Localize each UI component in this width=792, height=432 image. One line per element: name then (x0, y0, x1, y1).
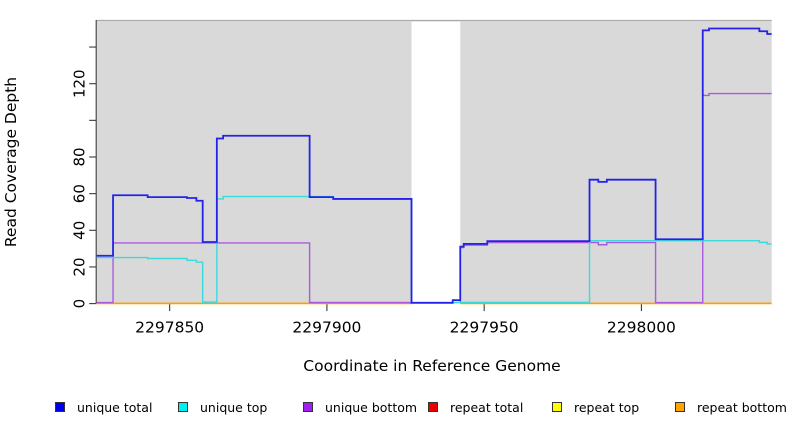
legend-item-unique-top: unique top (178, 398, 267, 416)
unique-total-line (96, 27, 772, 304)
unique-top-line (96, 195, 772, 304)
x-tick-label: 2297900 (292, 319, 361, 337)
y-tick-label: 60 (71, 184, 89, 203)
legend-item-repeat-total: repeat total (428, 398, 523, 416)
y-tick-label: 80 (71, 147, 89, 166)
y-tick-label: 0 (71, 299, 89, 309)
legend-label: unique total (77, 399, 153, 415)
x-axis-title: Coordinate in Reference Genome (303, 357, 561, 375)
legend-label: repeat total (450, 399, 524, 415)
repeat-total-swatch-icon (428, 402, 438, 412)
y-tick-label: 120 (71, 69, 89, 98)
legend: unique total unique top unique bottom repea… (0, 398, 792, 420)
repeat-bottom-swatch-icon (675, 402, 685, 412)
legend-label: repeat top (574, 399, 640, 415)
legend-item-repeat-bottom: repeat bottom (675, 398, 787, 416)
repeat-top-swatch-icon (552, 402, 562, 412)
y-tick-label: 20 (71, 257, 89, 276)
legend-item-unique-total: unique total (55, 398, 152, 416)
x-tick-label: 2297950 (450, 319, 519, 337)
y-axis-title: Read Coverage Depth (2, 76, 20, 248)
legend-item-repeat-top: repeat top (552, 398, 639, 416)
legend-label: unique bottom (325, 399, 418, 415)
unique-total-swatch-icon (55, 402, 65, 412)
legend-label: unique top (200, 399, 268, 415)
unique-top-swatch-icon (178, 402, 188, 412)
y-tick-label: 40 (71, 221, 89, 240)
legend-label: repeat bottom (697, 399, 787, 415)
unique-bottom-swatch-icon (303, 402, 313, 412)
masked-region (411, 21, 461, 307)
legend-item-unique-bottom: unique bottom (303, 398, 417, 416)
x-tick-label: 2298000 (607, 319, 676, 337)
x-tick-label: 2297850 (135, 319, 204, 337)
